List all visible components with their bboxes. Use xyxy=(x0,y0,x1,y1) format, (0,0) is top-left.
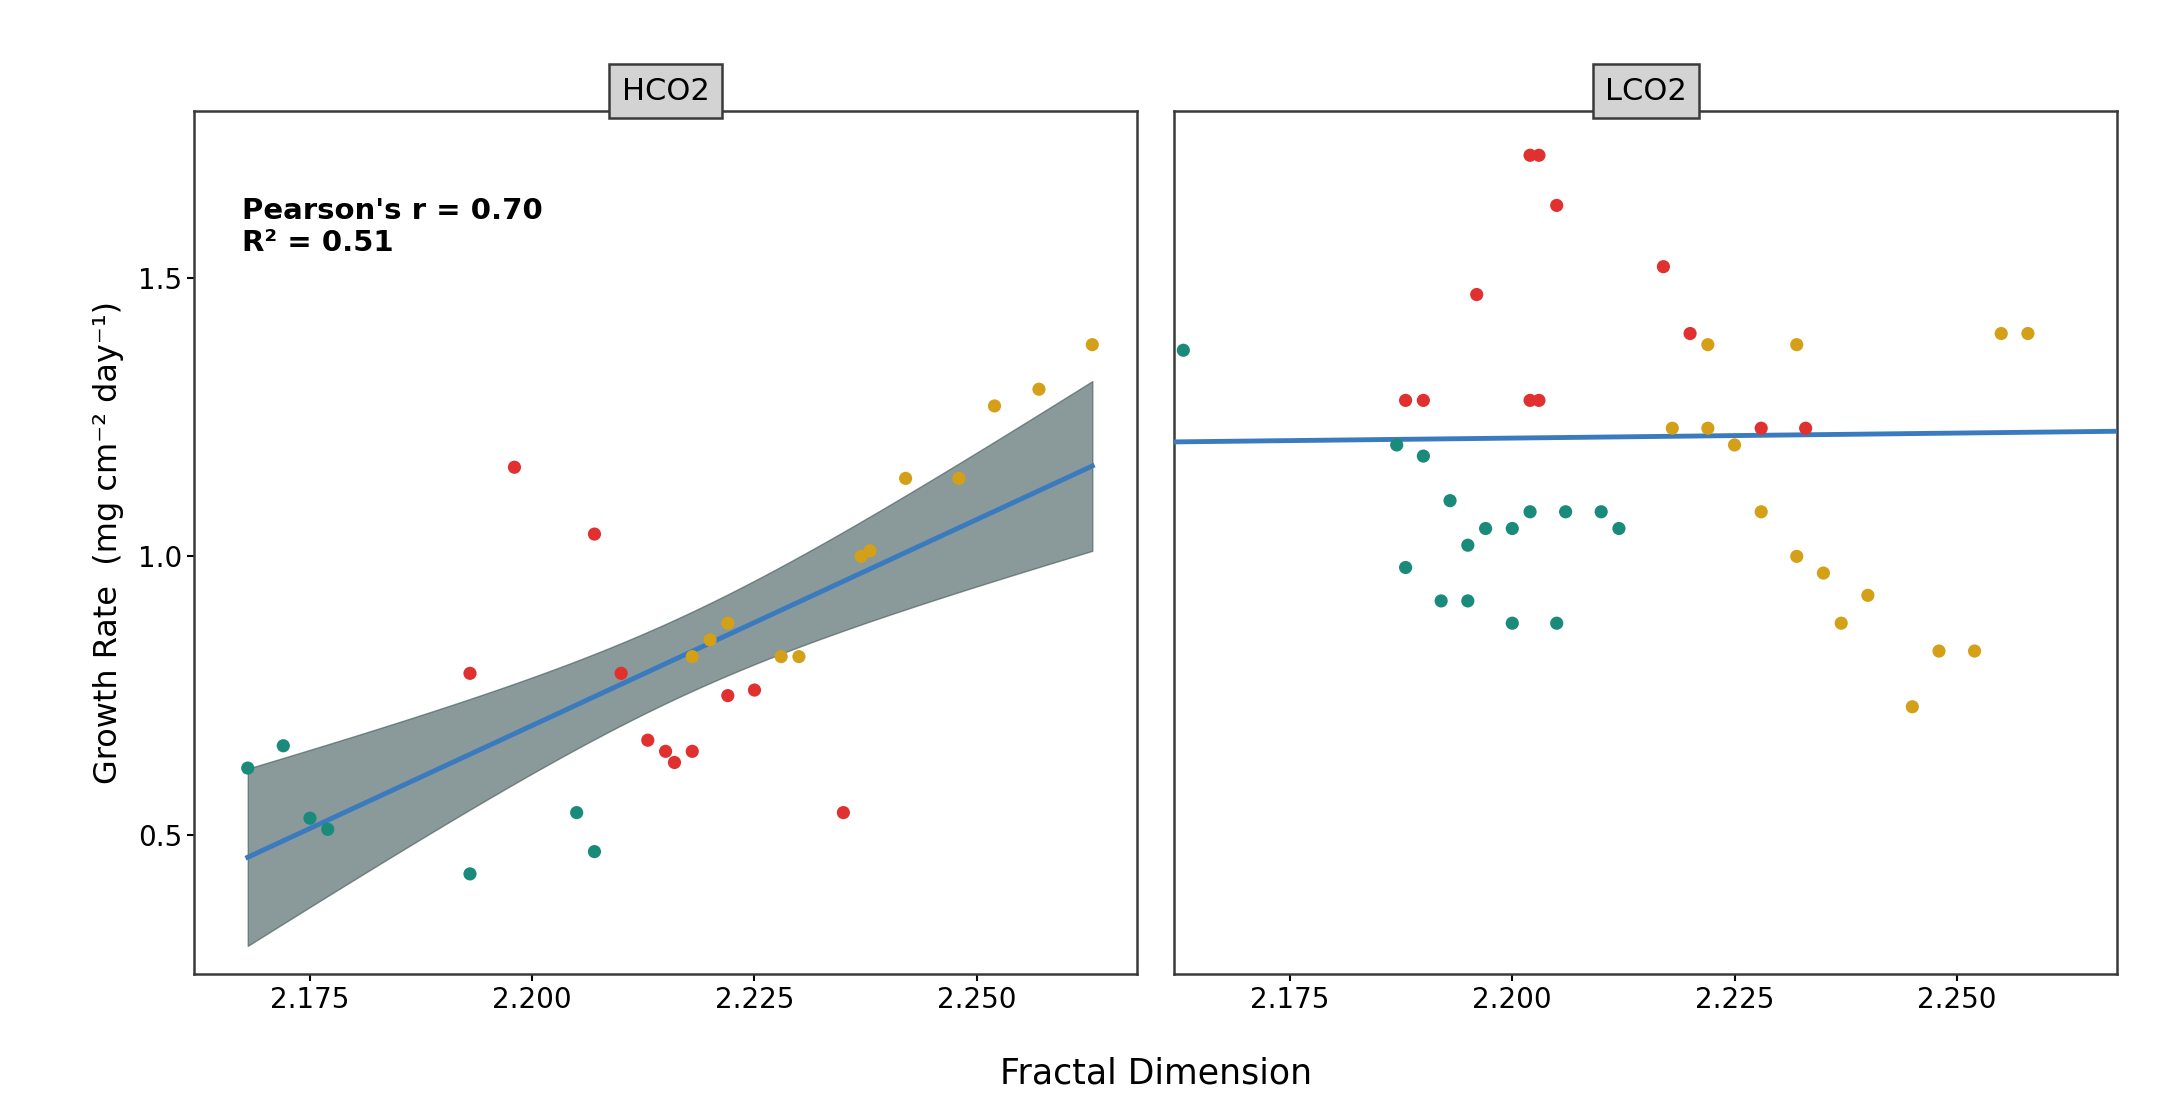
Point xyxy=(1423,592,1458,610)
Point xyxy=(1780,548,1814,566)
Point xyxy=(1469,91,1503,108)
Point xyxy=(853,542,888,560)
Point xyxy=(825,804,860,821)
Y-axis label: Growth Rate  (mg cm⁻² day⁻¹): Growth Rate (mg cm⁻² day⁻¹) xyxy=(93,301,125,784)
Point xyxy=(1512,146,1547,164)
Point xyxy=(711,686,745,704)
Point xyxy=(648,743,683,761)
Point xyxy=(976,397,1011,415)
Text: Fractal Dimension: Fractal Dimension xyxy=(1000,1057,1311,1090)
Point xyxy=(2011,324,2046,342)
Point xyxy=(266,737,300,755)
Point xyxy=(1603,519,1637,537)
Point xyxy=(888,469,922,487)
Point xyxy=(454,865,488,882)
Point xyxy=(577,525,611,542)
Point xyxy=(1540,614,1575,632)
Point xyxy=(1672,324,1706,342)
Point xyxy=(1076,335,1110,353)
Point xyxy=(1717,436,1752,454)
Point xyxy=(1380,436,1415,454)
Point xyxy=(1432,492,1467,509)
Point xyxy=(1788,420,1823,437)
Point xyxy=(294,809,328,827)
Point xyxy=(711,614,745,632)
Point xyxy=(1743,420,1778,437)
Point xyxy=(1452,537,1486,555)
Point xyxy=(765,648,799,665)
Point xyxy=(577,842,611,860)
Point xyxy=(657,754,691,772)
Point xyxy=(1521,146,1555,164)
Point xyxy=(1743,503,1778,520)
Point xyxy=(1406,447,1441,465)
Point xyxy=(1780,335,1814,353)
Point xyxy=(942,469,976,487)
Point xyxy=(1166,341,1201,359)
Point xyxy=(1521,392,1555,410)
Point xyxy=(1389,559,1423,577)
Point xyxy=(1512,392,1547,410)
Point xyxy=(1495,519,1529,537)
Text: Pearson's r = 0.70
R² = 0.51: Pearson's r = 0.70 R² = 0.51 xyxy=(242,197,542,258)
Point xyxy=(1691,420,1726,437)
Point xyxy=(1894,697,1929,715)
Point xyxy=(674,648,708,665)
Point xyxy=(1389,392,1423,410)
Point xyxy=(1022,381,1056,399)
Point xyxy=(1646,258,1680,276)
Point xyxy=(845,548,879,566)
Point xyxy=(1540,197,1575,215)
Point xyxy=(1823,614,1858,632)
Title: LCO2: LCO2 xyxy=(1605,76,1687,105)
Point xyxy=(1957,642,1992,660)
Point xyxy=(1655,420,1689,437)
Point xyxy=(559,804,594,821)
Point xyxy=(454,664,488,682)
Point xyxy=(631,732,665,749)
Point xyxy=(693,631,728,649)
Point xyxy=(1583,503,1618,520)
Point xyxy=(605,664,639,682)
Point xyxy=(1983,324,2017,342)
Point xyxy=(1549,503,1583,520)
Point xyxy=(1922,642,1957,660)
Point xyxy=(1851,587,1886,604)
Point xyxy=(674,743,708,761)
Point xyxy=(1452,592,1486,610)
Point xyxy=(1495,614,1529,632)
Point xyxy=(737,681,771,699)
Point xyxy=(782,648,816,665)
Point xyxy=(1460,286,1495,303)
Point xyxy=(1691,335,1726,353)
Point xyxy=(1469,519,1503,537)
Point xyxy=(1406,392,1441,410)
Point xyxy=(1512,503,1547,520)
Point xyxy=(497,458,531,476)
Point xyxy=(311,820,346,838)
Point xyxy=(1806,565,1840,582)
Title: HCO2: HCO2 xyxy=(622,76,708,105)
Point xyxy=(231,759,266,777)
